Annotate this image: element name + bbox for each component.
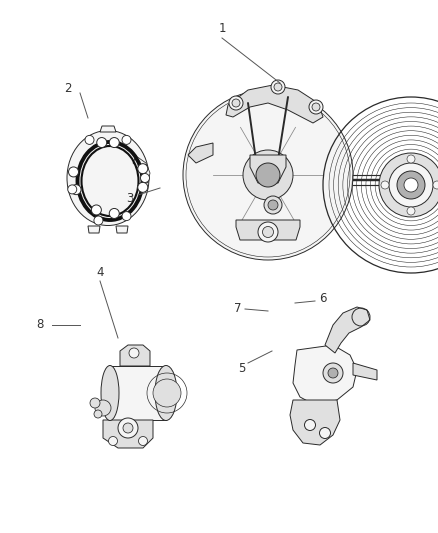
- Text: 4: 4: [96, 266, 104, 279]
- Circle shape: [123, 423, 133, 433]
- Text: 3: 3: [126, 191, 134, 205]
- Circle shape: [122, 135, 131, 144]
- Circle shape: [71, 184, 81, 195]
- Text: 2: 2: [64, 82, 72, 94]
- Ellipse shape: [155, 366, 177, 421]
- Circle shape: [109, 437, 117, 446]
- Polygon shape: [290, 400, 340, 445]
- Circle shape: [404, 178, 418, 192]
- Circle shape: [90, 398, 100, 408]
- Circle shape: [268, 200, 278, 210]
- Circle shape: [68, 167, 78, 177]
- Polygon shape: [236, 220, 300, 240]
- Polygon shape: [100, 126, 116, 132]
- Polygon shape: [110, 366, 166, 420]
- Circle shape: [407, 207, 415, 215]
- Circle shape: [381, 181, 389, 189]
- Polygon shape: [250, 155, 286, 183]
- Circle shape: [92, 205, 101, 215]
- Circle shape: [256, 163, 280, 187]
- Circle shape: [304, 419, 315, 431]
- Ellipse shape: [101, 366, 119, 421]
- Circle shape: [138, 164, 148, 174]
- Circle shape: [407, 155, 415, 163]
- Circle shape: [68, 185, 77, 194]
- Circle shape: [183, 90, 353, 260]
- Circle shape: [323, 363, 343, 383]
- Circle shape: [319, 427, 331, 439]
- Circle shape: [109, 208, 119, 219]
- Ellipse shape: [67, 131, 149, 225]
- Circle shape: [122, 212, 131, 221]
- Circle shape: [129, 348, 139, 358]
- Circle shape: [258, 222, 278, 242]
- Polygon shape: [120, 345, 150, 366]
- Circle shape: [109, 138, 119, 148]
- Text: 1: 1: [218, 21, 226, 35]
- Circle shape: [274, 83, 282, 91]
- Circle shape: [153, 379, 181, 407]
- Polygon shape: [188, 143, 213, 163]
- Polygon shape: [133, 156, 150, 183]
- Circle shape: [232, 99, 240, 107]
- Polygon shape: [325, 307, 370, 353]
- Polygon shape: [226, 85, 323, 123]
- Circle shape: [85, 135, 94, 144]
- Circle shape: [389, 163, 433, 207]
- Circle shape: [271, 80, 285, 94]
- Circle shape: [229, 96, 243, 110]
- Circle shape: [312, 103, 320, 111]
- Polygon shape: [353, 363, 377, 380]
- Circle shape: [243, 150, 293, 200]
- Circle shape: [262, 227, 273, 238]
- Polygon shape: [103, 420, 153, 448]
- Text: 6: 6: [319, 292, 327, 304]
- Polygon shape: [293, 345, 357, 405]
- Text: 8: 8: [36, 319, 44, 332]
- Circle shape: [97, 138, 107, 148]
- Circle shape: [141, 174, 149, 182]
- Text: 7: 7: [234, 302, 242, 314]
- Circle shape: [94, 216, 103, 225]
- Circle shape: [138, 437, 148, 446]
- Circle shape: [379, 153, 438, 217]
- Circle shape: [397, 171, 425, 199]
- Polygon shape: [88, 226, 100, 233]
- Circle shape: [118, 418, 138, 438]
- Circle shape: [138, 182, 148, 192]
- Circle shape: [328, 368, 338, 378]
- Circle shape: [309, 100, 323, 114]
- Circle shape: [264, 196, 282, 214]
- Circle shape: [94, 410, 102, 418]
- Polygon shape: [116, 226, 128, 233]
- Text: 5: 5: [238, 361, 246, 375]
- Circle shape: [433, 181, 438, 189]
- Circle shape: [95, 400, 111, 416]
